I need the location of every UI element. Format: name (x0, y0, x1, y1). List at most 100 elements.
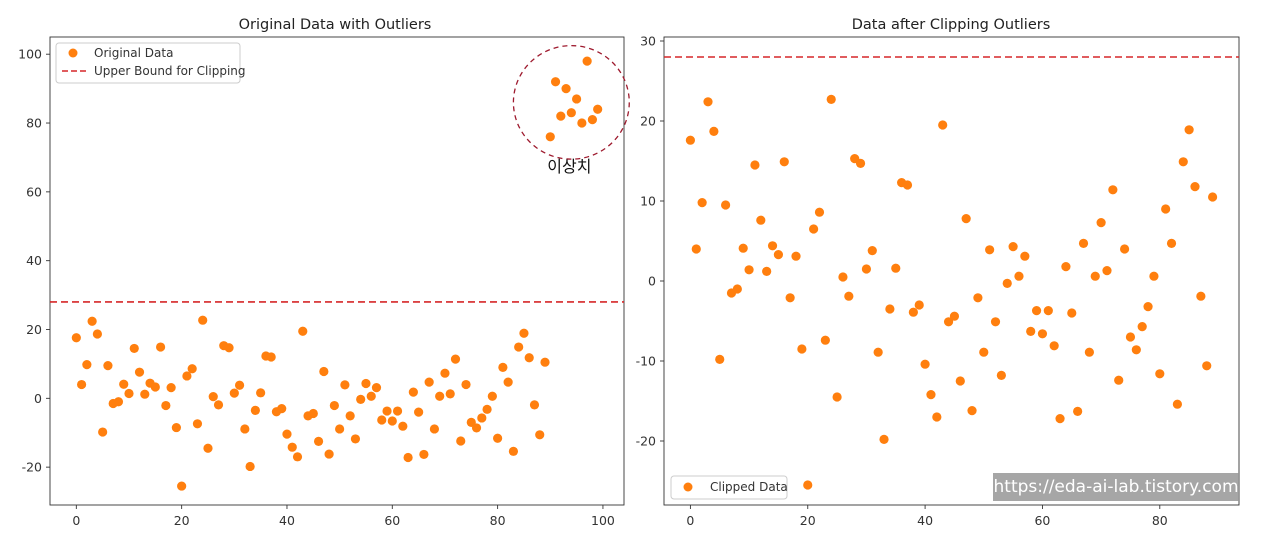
data-point (814, 207, 825, 217)
data-point (1161, 204, 1171, 214)
data-point (1067, 308, 1077, 318)
data-point (329, 400, 339, 411)
chart-title-original: Original Data with Outliers (239, 17, 432, 33)
data-point (1190, 182, 1200, 192)
y-tick-label: -10 (636, 354, 656, 369)
data-point (1207, 192, 1218, 202)
data-point (867, 246, 877, 256)
data-point (292, 452, 303, 462)
data-point (392, 406, 403, 416)
data-point (550, 77, 561, 87)
data-point (1020, 251, 1030, 261)
data-point (98, 427, 108, 437)
x-tick-label: 0 (72, 513, 80, 528)
data-point (949, 311, 960, 321)
y-tick-label: 0 (648, 274, 656, 289)
data-point (377, 415, 387, 425)
data-point (471, 423, 482, 433)
data-point (535, 430, 545, 440)
data-point (1073, 406, 1083, 416)
data-point (1014, 271, 1024, 281)
data-point (387, 416, 397, 426)
data-point (832, 392, 842, 402)
data-point (1084, 347, 1094, 357)
data-point (524, 353, 534, 363)
data-point (1002, 278, 1012, 288)
data-point (703, 97, 713, 107)
data-point (529, 400, 540, 410)
outlier-annotation: 이상치 (547, 157, 591, 176)
data-point (76, 379, 87, 390)
data-point (1061, 262, 1071, 272)
y-tick-label: 20 (26, 322, 42, 337)
axis-ticks-clipped: 0 20 40 60 80 -20 -10 0 10 20 30 (636, 34, 1168, 529)
data-point (134, 367, 145, 377)
data-point (1202, 361, 1212, 371)
data-point (803, 480, 813, 490)
data-point (71, 333, 81, 343)
data-point (914, 300, 924, 310)
data-point (1119, 244, 1130, 254)
data-point (435, 391, 445, 401)
data-point (445, 389, 455, 399)
data-point (498, 362, 508, 372)
data-point (1102, 266, 1112, 276)
y-tick-label: 100 (18, 47, 42, 62)
data-point (119, 379, 129, 389)
x-tick-label: 0 (686, 513, 694, 528)
data-point (908, 307, 918, 317)
legend-box-clipped (670, 475, 788, 500)
data-point (920, 359, 930, 369)
data-point (979, 347, 989, 357)
data-point (1049, 341, 1059, 351)
data-point (738, 243, 748, 253)
legend-label-clipped-data: Clipped Data (710, 480, 788, 494)
data-point (756, 215, 766, 225)
chart-title-clipped: Data after Clipping Outliers (852, 17, 1051, 33)
data-point (1178, 157, 1188, 167)
data-point (691, 244, 701, 254)
data-point (177, 481, 187, 491)
y-tick-label: -20 (22, 460, 42, 475)
data-point (282, 429, 292, 439)
data-point (885, 304, 895, 314)
data-point (1155, 369, 1165, 379)
legend-marker-clipped-data (683, 482, 693, 492)
data-point (820, 335, 830, 345)
data-point (514, 342, 524, 352)
legend-marker-original-data (68, 48, 78, 58)
legend-label-original-data: Original Data (94, 46, 173, 60)
data-point (709, 126, 719, 136)
data-point (593, 104, 603, 114)
data-point (561, 84, 571, 94)
data-point (685, 135, 696, 145)
data-point (1166, 238, 1177, 248)
data-point (715, 354, 725, 364)
data-point (990, 317, 1001, 327)
data-point (82, 360, 92, 370)
data-point (902, 180, 913, 190)
chart-original-data: Original Data with Outliers 0 20 40 60 80 100… (18, 17, 630, 528)
data-point (861, 264, 872, 274)
data-point (408, 387, 418, 397)
data-point (187, 364, 197, 374)
data-point (773, 250, 784, 260)
data-point (493, 433, 503, 443)
data-point (844, 291, 854, 301)
data-point (744, 265, 754, 275)
data-point (1008, 242, 1018, 252)
data-point (256, 388, 266, 398)
data-point (762, 266, 772, 276)
data-point (461, 379, 471, 390)
x-tick-label: 20 (800, 513, 816, 528)
data-point (855, 158, 866, 168)
data-point (124, 388, 134, 399)
data-point (113, 397, 124, 407)
data-point (572, 94, 582, 104)
data-point (356, 394, 366, 404)
data-point (938, 120, 948, 130)
data-point (996, 370, 1006, 380)
data-point (161, 400, 171, 411)
y-tick-label: 30 (640, 34, 656, 49)
legend-clipped: Clipped Data (670, 475, 788, 500)
